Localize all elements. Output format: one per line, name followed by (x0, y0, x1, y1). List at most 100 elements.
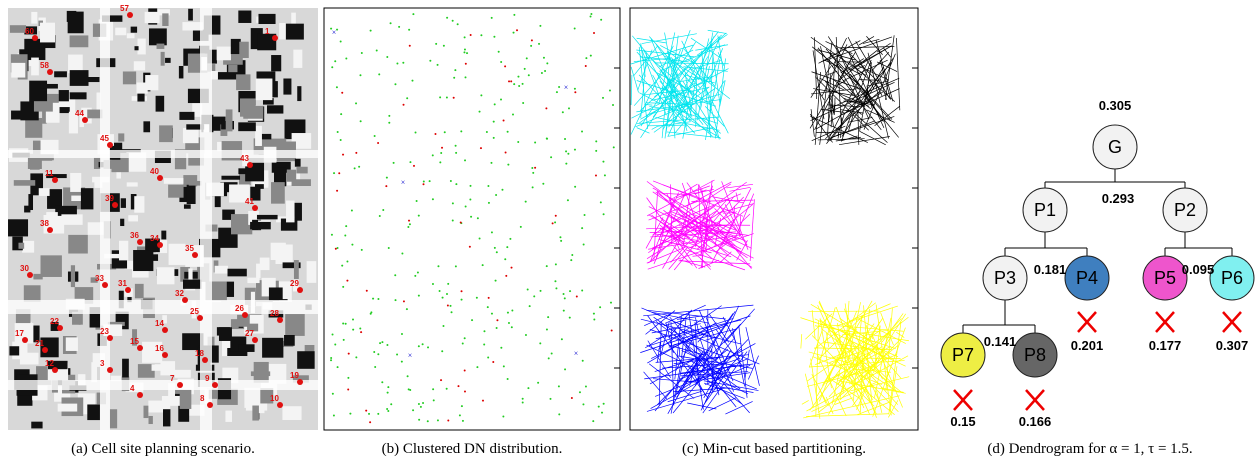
street (8, 150, 318, 158)
building (122, 359, 129, 378)
building (175, 370, 191, 378)
dn-point (540, 290, 542, 292)
dn-point (457, 385, 459, 387)
dn-point (470, 185, 472, 187)
building (138, 39, 146, 55)
dn-point (511, 267, 513, 269)
dn-point (476, 366, 478, 368)
dn-point (508, 80, 510, 82)
dn-point (537, 382, 539, 384)
dn-point (376, 49, 378, 51)
site-label: 10 (270, 394, 279, 403)
dn-point (463, 51, 465, 53)
building (189, 181, 202, 186)
dn-point (511, 310, 513, 312)
dn-point (345, 58, 347, 60)
dn-point (551, 353, 553, 355)
building (260, 258, 270, 270)
node-label: P7 (952, 345, 974, 365)
dn-point (406, 308, 408, 310)
dn-point (574, 186, 576, 188)
dn-point (477, 217, 479, 219)
dn-point (355, 102, 357, 104)
dn-point (603, 403, 605, 405)
site-marker (107, 367, 113, 373)
building (297, 86, 301, 101)
dn-point (568, 107, 570, 109)
building (296, 167, 307, 174)
dn-point (502, 416, 504, 418)
node-label: P1 (1034, 200, 1056, 220)
building (25, 118, 42, 138)
building (143, 121, 150, 132)
dn-point (527, 289, 529, 291)
dn-point (483, 330, 485, 332)
dn-point (450, 305, 452, 307)
dn-point (560, 240, 562, 242)
site-label: 28 (270, 309, 279, 318)
node-label: P4 (1076, 268, 1098, 288)
node-label: P8 (1024, 345, 1046, 365)
site-label: 23 (100, 327, 109, 336)
building (257, 215, 278, 219)
building (284, 335, 295, 346)
dn-point (416, 200, 418, 202)
building (68, 12, 84, 34)
dn-point (440, 379, 442, 381)
dn-point (418, 215, 420, 217)
site-label: 29 (290, 279, 299, 288)
dn-point (417, 272, 419, 274)
building (58, 404, 78, 412)
dn-point (409, 45, 411, 47)
site-label: 27 (245, 329, 254, 338)
dn-point (460, 222, 462, 224)
site-label: 18 (195, 349, 204, 358)
site-label: 45 (100, 134, 109, 143)
street (8, 380, 318, 390)
dn-point (470, 216, 472, 218)
dn-point (581, 227, 583, 229)
site-label: 26 (235, 304, 244, 313)
dn-point (337, 247, 339, 249)
score-label: 0.307 (1216, 338, 1249, 353)
node-label: G (1108, 137, 1122, 157)
dn-point (562, 111, 564, 113)
node-label: P5 (1154, 268, 1176, 288)
building (225, 411, 232, 422)
dn-point (385, 185, 387, 187)
dn-point (337, 366, 339, 368)
cluster-center: × (401, 178, 406, 187)
dn-point (388, 115, 390, 117)
dn-point (592, 420, 594, 422)
dn-point (602, 97, 604, 99)
dn-point (447, 419, 449, 421)
dn-point (334, 60, 336, 62)
dn-point (522, 401, 524, 403)
dn-point (340, 139, 342, 141)
dn-point (612, 104, 614, 106)
building (71, 265, 75, 287)
dn-point (334, 343, 336, 345)
dn-point (482, 400, 484, 402)
dn-point (439, 96, 441, 98)
dn-point (491, 313, 493, 315)
score-label: 0.166 (1019, 414, 1052, 429)
dn-point (574, 91, 576, 93)
dn-point (432, 283, 434, 285)
dn-point (504, 258, 506, 260)
dn-point (396, 62, 398, 64)
dn-point (461, 299, 463, 301)
dn-point (487, 185, 489, 187)
dn-point (382, 209, 384, 211)
building (70, 70, 89, 86)
dn-point (387, 392, 389, 394)
building (118, 133, 124, 141)
scatter-panel: ××××× (324, 8, 620, 430)
dn-point (374, 366, 376, 368)
building (239, 42, 248, 58)
building (59, 90, 69, 101)
dn-point (453, 97, 455, 99)
dn-point (341, 265, 343, 267)
dn-point (482, 264, 484, 266)
dn-point (582, 360, 584, 362)
